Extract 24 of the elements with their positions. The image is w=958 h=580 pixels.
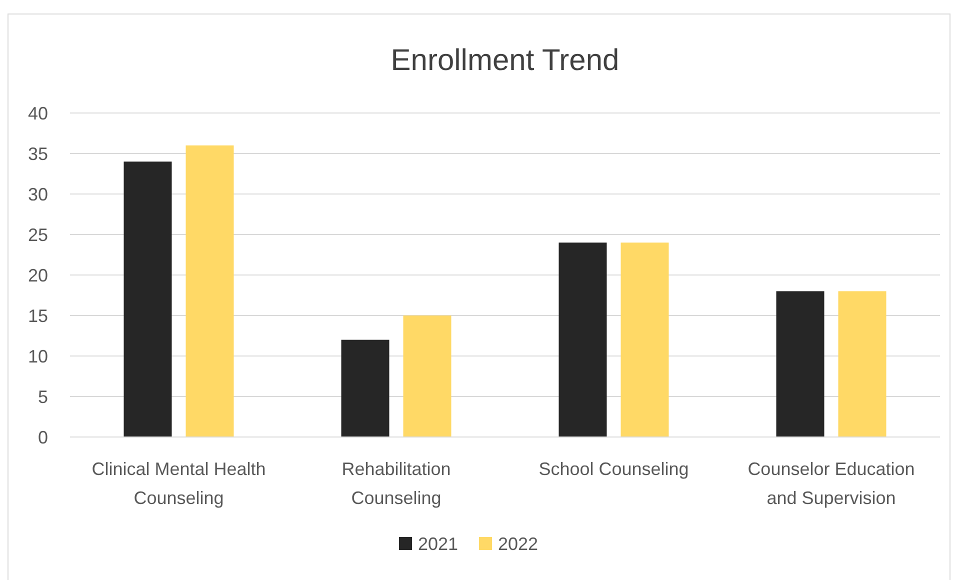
y-tick-label: 30 — [28, 184, 48, 204]
bar — [776, 291, 824, 437]
x-tick-label: Rehabilitation Counseling — [342, 459, 451, 508]
legend-label: 2021 — [418, 534, 458, 554]
chart-title: Enrollment Trend — [390, 44, 620, 77]
y-tick-label: 10 — [28, 346, 48, 366]
bar — [403, 316, 452, 437]
y-tick-label: 35 — [28, 144, 48, 164]
y-tick-label: 5 — [38, 386, 48, 407]
bar — [558, 242, 607, 437]
bar — [341, 340, 390, 437]
y-tick-label: 20 — [28, 265, 48, 286]
bar — [186, 145, 234, 437]
bar — [838, 291, 886, 437]
bar — [124, 162, 172, 437]
y-tick-label: 15 — [28, 306, 48, 326]
y-tick-label: 0 — [38, 427, 48, 448]
y-tick-label: 25 — [28, 224, 48, 245]
x-tick-label: Counselor Education and Supervision — [748, 459, 915, 508]
x-tick-label: Clinical Mental Health Counseling — [92, 459, 266, 508]
y-tick-label: 40 — [28, 103, 48, 124]
x-tick-label: School Counseling — [538, 459, 689, 479]
legend-label: 2022 — [498, 534, 538, 554]
bar — [620, 242, 669, 437]
